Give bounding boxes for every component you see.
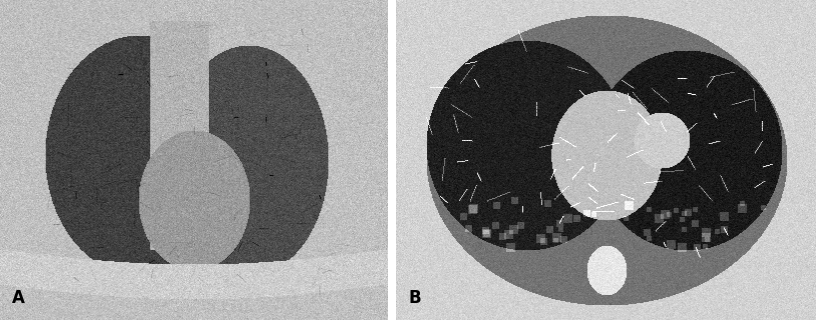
Text: B: B <box>408 289 421 307</box>
Text: A: A <box>11 289 24 307</box>
